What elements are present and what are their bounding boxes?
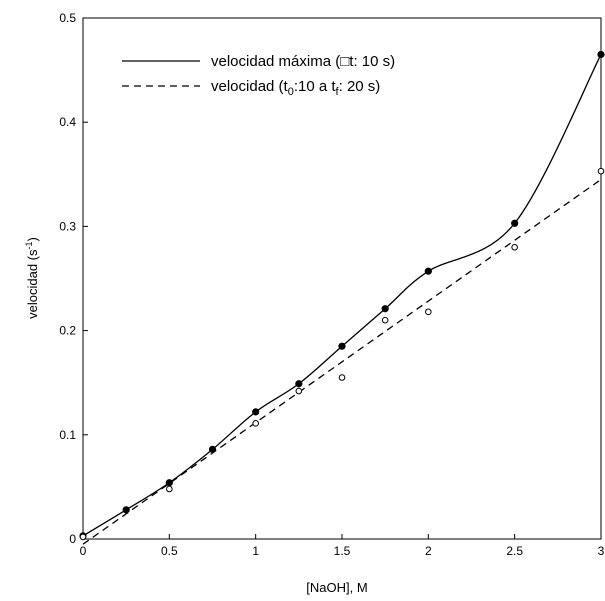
- legend-label: velocidad máxima (□t: 10 s): [211, 53, 395, 70]
- x-tick-label: 2: [425, 544, 432, 558]
- x-tick-label: 0.5: [161, 544, 178, 558]
- data-point-open: [381, 316, 389, 324]
- legend-label-part: 0: [288, 86, 294, 98]
- series-fit-line-dashed: [82, 178, 602, 545]
- y-tick-label: 0.4: [59, 115, 76, 129]
- legend-label-part: t: 10 s): [349, 53, 395, 70]
- data-point-open: [511, 243, 518, 251]
- y-tick-label: 0: [69, 532, 76, 546]
- data-point-filled: [511, 219, 519, 227]
- data-point-filled: [252, 408, 260, 416]
- axes: [82, 17, 602, 540]
- data-point-filled: [122, 506, 130, 514]
- data-point-open: [79, 533, 87, 541]
- y-axis-label: velocidad (s-1): [24, 237, 40, 319]
- data-point-filled: [381, 305, 389, 313]
- plot-frame: [82, 17, 602, 540]
- legend-label: velocidad (t0:10 a tf: 20 s): [211, 78, 380, 98]
- x-tick-label: 1.5: [334, 544, 351, 558]
- y-axis-label-sup: -1: [24, 241, 34, 249]
- legend-label-part: :10 a t: [294, 78, 337, 95]
- data-points: [79, 50, 605, 541]
- legend: velocidad máxima (□t: 10 s) velocidad (t0…: [122, 53, 395, 98]
- data-point-open: [597, 167, 605, 175]
- y-tick-label: 0.1: [59, 428, 76, 442]
- y-tick-label: 0.5: [59, 11, 76, 25]
- x-tick-label: 2.5: [506, 544, 523, 558]
- data-point-open: [295, 387, 303, 395]
- legend-box-glyph: □: [340, 53, 349, 70]
- data-point-filled: [338, 342, 346, 350]
- data-point-filled: [208, 445, 217, 453]
- y-tick-label: 0.3: [59, 219, 76, 233]
- data-point-open: [166, 485, 173, 493]
- y-axis-label-main: velocidad (s: [25, 249, 40, 319]
- y-tick-label: 0.2: [59, 324, 76, 338]
- data-point-filled: [165, 479, 173, 487]
- legend-label-part: velocidad (t: [211, 78, 289, 95]
- data-point-filled: [424, 267, 432, 275]
- data-point-filled: [597, 50, 605, 59]
- x-tick-label: 0: [80, 544, 87, 558]
- data-point-open: [338, 374, 346, 381]
- ticks: 0 0.5 1 1.5 2 2.5 3 0 0.1 0.2 0.3 0.4 0.5: [59, 11, 604, 558]
- series-curve-solid: [82, 54, 602, 537]
- legend-label-part: : 20 s): [339, 78, 381, 95]
- x-axis-label: [NaOH], M: [306, 580, 367, 595]
- data-point-open: [252, 420, 259, 427]
- y-axis-label-tail: ): [25, 237, 40, 241]
- data-point-filled: [295, 380, 303, 388]
- series-lines: [82, 54, 602, 545]
- data-point-open: [425, 308, 432, 316]
- legend-label-part: velocidad máxima (: [211, 53, 340, 70]
- legend-label-part: f: [336, 86, 340, 98]
- x-tick-label: 1: [252, 544, 259, 558]
- x-tick-label: 3: [598, 544, 605, 558]
